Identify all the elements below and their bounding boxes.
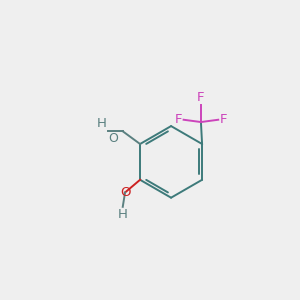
Text: O: O — [108, 132, 118, 145]
Text: O: O — [120, 186, 130, 199]
Text: F: F — [197, 91, 205, 103]
Text: H: H — [118, 208, 128, 220]
Text: H: H — [97, 117, 106, 130]
Text: F: F — [219, 113, 227, 126]
Text: F: F — [175, 113, 182, 126]
